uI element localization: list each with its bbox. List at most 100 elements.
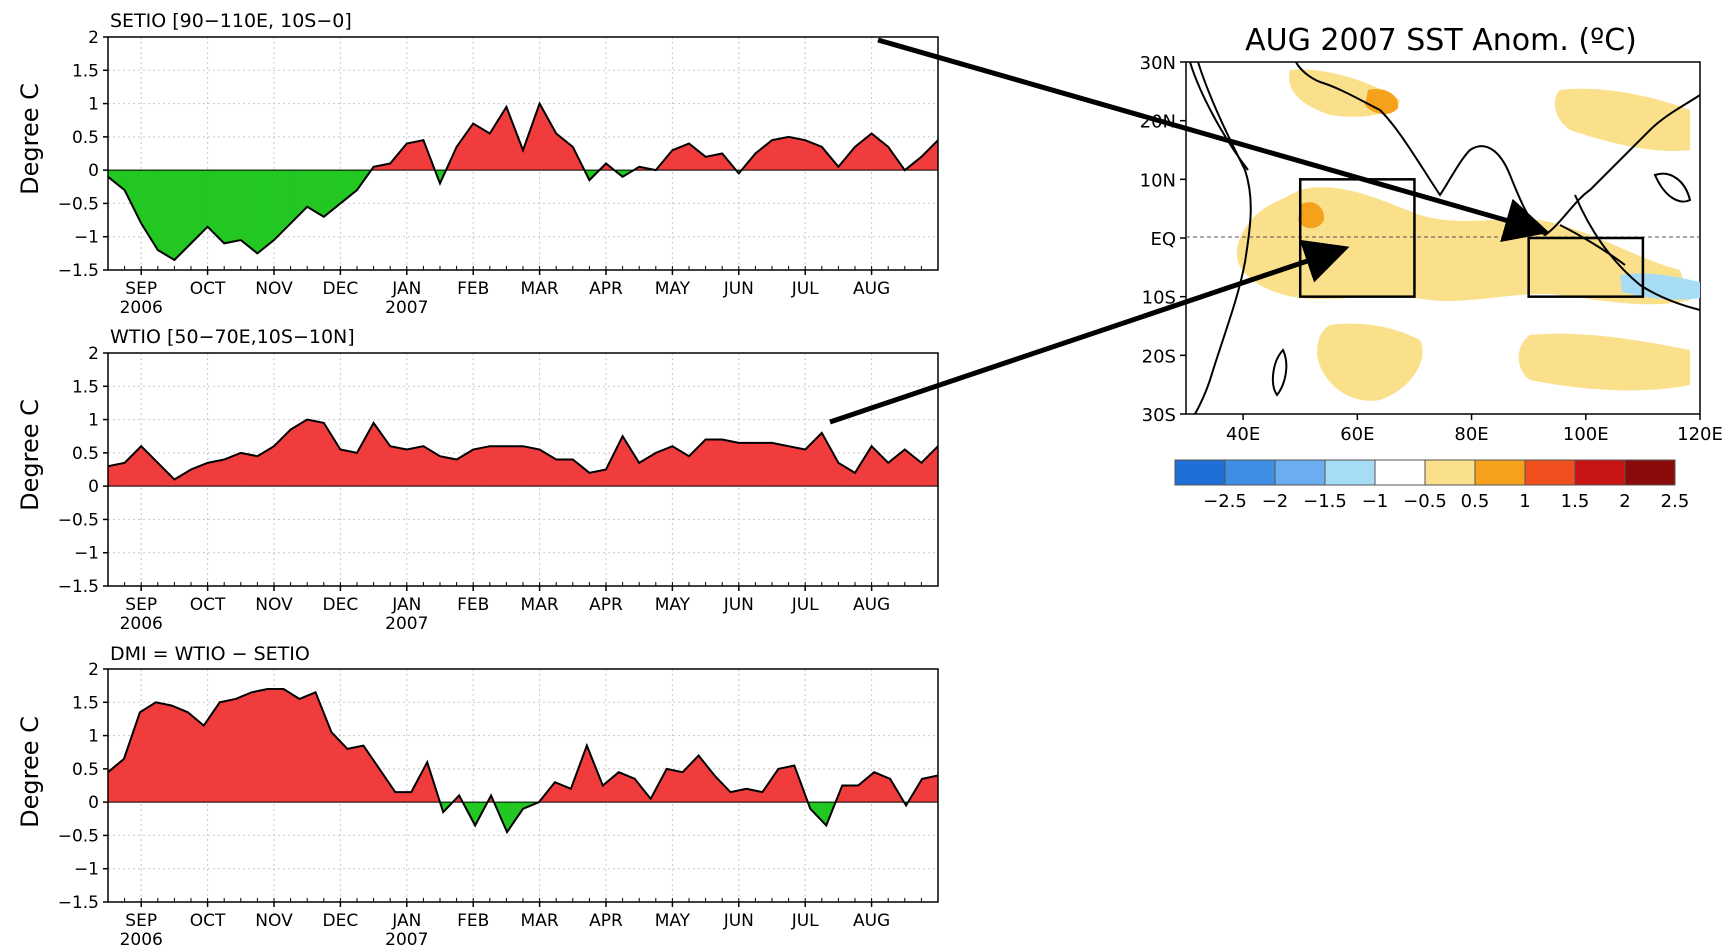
- positive-anomaly-area: [283, 688, 300, 803]
- colorbar-swatch: [1374, 459, 1426, 486]
- colorbar-swatch: [1324, 459, 1376, 486]
- positive-anomaly-area: [456, 122, 474, 171]
- map-lon-label: 80E: [1454, 424, 1488, 445]
- map-lon-label: 60E: [1340, 424, 1374, 445]
- positive-anomaly-area: [406, 139, 424, 171]
- y-tick-label: −0.5: [58, 510, 99, 530]
- x-tick-label: MAR: [521, 911, 559, 931]
- wtio-y-axis-label: Degree C: [16, 399, 44, 511]
- positive-anomaly-area: [506, 106, 524, 171]
- positive-anomaly-area: [522, 445, 540, 487]
- y-tick-label: 0: [88, 793, 99, 813]
- x-tick-label: OCT: [190, 595, 226, 615]
- y-tick-label: 0.5: [72, 444, 99, 464]
- x-tick-year-label: 2007: [385, 930, 428, 948]
- setio-panel: SETIO [90−110E, 10S−0] Degree C 2 1.5 1 0.5…: [16, 10, 939, 318]
- x-tick-label: JAN: [391, 595, 421, 615]
- positive-anomaly-area: [251, 688, 268, 803]
- positive-anomaly-area: [187, 711, 205, 803]
- x-tick-label: MAY: [655, 279, 691, 299]
- x-tick-year-label: 2006: [120, 298, 163, 318]
- x-tick-label: SEP: [125, 279, 157, 299]
- positive-anomaly-area: [618, 771, 636, 803]
- coastlines: [1189, 61, 1701, 415]
- series-line: [107, 418, 939, 481]
- positive-anomaly-area: [698, 754, 715, 803]
- colorbar-swatch: [1424, 459, 1476, 486]
- positive-anomaly-area: [267, 688, 284, 803]
- map-lat-label: 30S: [1142, 405, 1176, 426]
- colorbar-swatch: [1174, 459, 1226, 486]
- positive-anomaly-area: [838, 462, 856, 487]
- positive-anomaly-area: [771, 136, 789, 171]
- x-tick-label: AUG: [853, 279, 890, 299]
- positive-anomaly-area: [489, 445, 507, 487]
- map-lat-label: 30N: [1140, 53, 1176, 74]
- positive-anomaly-area: [771, 442, 789, 487]
- arrow-wtio-to-box: [829, 239, 1350, 425]
- colorbar-swatch: [1624, 459, 1676, 486]
- x-tick-year-label: 2006: [120, 930, 163, 948]
- y-tick-label: 2: [88, 28, 99, 48]
- map-lat-label: 10N: [1140, 170, 1176, 191]
- positive-anomaly-area: [472, 123, 491, 171]
- positive-anomaly-area: [489, 105, 507, 171]
- colorbar-label: 2.5: [1661, 491, 1690, 512]
- positive-anomaly-area: [439, 455, 457, 487]
- positive-anomaly-area: [555, 459, 574, 487]
- x-tick-label: AUG: [853, 911, 890, 931]
- positive-anomaly-area: [841, 785, 859, 803]
- x-tick-label: MAR: [521, 279, 559, 299]
- colorbar-swatch: [1474, 459, 1526, 486]
- y-tick-label: 1: [88, 95, 99, 115]
- negative-anomaly-area: [273, 169, 291, 241]
- positive-anomaly-area: [331, 731, 348, 803]
- colorbar-swatch: [1224, 459, 1276, 486]
- positive-anomaly-area: [622, 435, 640, 487]
- y-tick-label: 2: [88, 344, 99, 364]
- x-tick-label: JUN: [723, 911, 754, 931]
- positive-anomaly-area: [171, 705, 189, 803]
- positive-anomaly-area: [871, 445, 889, 487]
- x-tick-label: APR: [589, 279, 623, 299]
- positive-anomaly-area: [203, 701, 221, 803]
- x-tick-label: JUL: [791, 279, 819, 299]
- positive-anomaly-area: [873, 771, 891, 803]
- positive-anomaly-area: [857, 771, 875, 803]
- x-tick-label: NOV: [255, 279, 293, 299]
- positive-anomaly-area: [539, 102, 557, 171]
- positive-anomaly-area: [406, 445, 424, 487]
- dmi-y-axis-label: Degree C: [16, 716, 44, 828]
- positive-anomaly-area: [705, 439, 723, 487]
- positive-anomaly-area: [363, 744, 380, 803]
- map-lon-label: 120E: [1677, 424, 1723, 445]
- colorbar-label: −1.5: [1303, 491, 1347, 512]
- x-tick-label: JUN: [723, 595, 754, 615]
- series-line: [107, 687, 939, 835]
- positive-anomaly-area: [602, 771, 620, 803]
- colorbar-label: −2: [1262, 491, 1289, 512]
- map-lon-label: 40E: [1226, 424, 1260, 445]
- map-lat-label: 20S: [1142, 346, 1176, 367]
- positive-anomaly-area: [921, 445, 939, 487]
- positive-anomaly-area: [139, 701, 157, 803]
- y-tick-label: 1.5: [72, 693, 99, 713]
- negative-anomaly-area: [190, 169, 208, 245]
- negative-anomaly-area: [157, 169, 175, 261]
- x-tick-label: MAY: [655, 595, 691, 615]
- positive-anomaly-area: [804, 139, 823, 171]
- wtio-panel: WTIO [50−70E,10S−10N] Degree C 2 1.5 1 0.5 0…: [16, 326, 939, 634]
- x-tick-label: SEP: [125, 595, 157, 615]
- positive-anomaly-area: [240, 452, 258, 487]
- colorbar-label: −2.5: [1203, 491, 1247, 512]
- positive-anomaly-area: [572, 458, 590, 487]
- positive-anomaly-area: [299, 691, 316, 803]
- series-line: [107, 101, 939, 262]
- y-tick-label: 0: [88, 477, 99, 497]
- positive-anomaly-area: [290, 419, 308, 487]
- positive-anomaly-area: [666, 768, 683, 803]
- map-lat-label: 10S: [1142, 288, 1176, 309]
- x-tick-label: NOV: [255, 595, 293, 615]
- positive-anomaly-area: [155, 701, 173, 803]
